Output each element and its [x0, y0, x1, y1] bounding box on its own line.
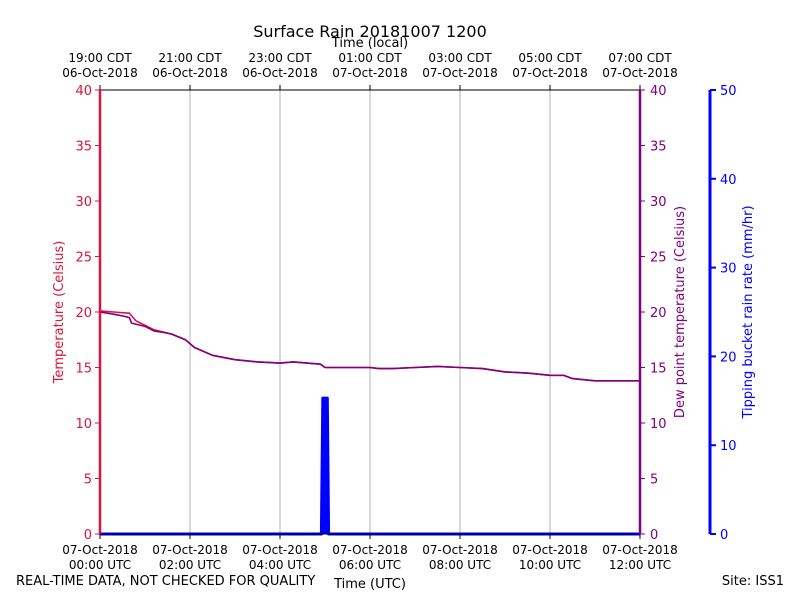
dewpoint-tick-label: 0: [650, 528, 658, 543]
top-axis-label: Time (local): [331, 36, 408, 51]
temperature-tick-label: 25: [75, 251, 92, 266]
dewpoint-tick-label: 30: [650, 195, 667, 210]
temperature-tick-label: 10: [75, 417, 92, 432]
top-tick-date: 06-Oct-2018: [152, 66, 228, 80]
rain-tick-label: 20: [720, 350, 737, 365]
bottom-tick-time: 02:00 UTC: [159, 558, 221, 572]
temperature-tick-label: 40: [75, 84, 92, 99]
top-tick-date: 07-Oct-2018: [602, 66, 678, 80]
top-tick-date: 07-Oct-2018: [512, 66, 588, 80]
bottom-tick-date: 07-Oct-2018: [242, 543, 318, 557]
bottom-tick-date: 07-Oct-2018: [152, 543, 228, 557]
bottom-tick-time: 06:00 UTC: [339, 558, 401, 572]
site-label: Site: ISS1: [721, 574, 784, 589]
temperature-tick-label: 5: [84, 473, 92, 488]
chart-title: Surface Rain 20181007 1200: [253, 22, 487, 41]
dewpoint-tick-label: 40: [650, 84, 667, 99]
tick-layer: 0 0 5 5 10 10 15 15 20 20 25 25 30 30 35 35 40 40 0 10 20 30 4…: [62, 51, 736, 572]
dewpoint-tick-label: 5: [650, 473, 658, 488]
dewpoint-tick-label: 25: [650, 251, 667, 266]
bottom-tick-date: 07-Oct-2018: [422, 543, 498, 557]
rain-tick-label: 0: [720, 528, 728, 543]
bottom-tick-time: 00:00 UTC: [69, 558, 131, 572]
rain-tick-label: 30: [720, 262, 737, 277]
dewpoint-line: [99, 311, 640, 382]
bottom-tick-date: 07-Oct-2018: [62, 543, 138, 557]
y-axis-label-rain: Tipping bucket rain rate (mm/hr): [741, 205, 756, 419]
top-tick-date: 06-Oct-2018: [242, 66, 318, 80]
y-axis-label-temperature: Temperature (Celsius): [52, 241, 67, 385]
bottom-tick-time: 10:00 UTC: [519, 558, 581, 572]
top-tick-time: 01:00 CDT: [338, 51, 402, 65]
temperature-tick-label: 30: [75, 195, 92, 210]
dewpoint-tick-label: 35: [650, 140, 667, 155]
plot-frame: [98, 89, 712, 535]
dewpoint-tick-label: 20: [650, 306, 667, 321]
temperature-tick-label: 0: [84, 528, 92, 543]
quality-note: REAL-TIME DATA, NOT CHECKED FOR QUALITY: [16, 574, 316, 589]
dewpoint-tick-label: 10: [650, 417, 667, 432]
rain-tick-label: 50: [720, 84, 737, 99]
y-axis-label-dewpoint: Dew point temperature (Celsius): [673, 206, 688, 418]
temperature-tick-label: 15: [75, 362, 92, 377]
top-tick-time: 05:00 CDT: [518, 51, 582, 65]
top-tick-date: 07-Oct-2018: [332, 66, 408, 80]
bottom-tick-time: 12:00 UTC: [609, 558, 671, 572]
top-tick-date: 06-Oct-2018: [62, 66, 138, 80]
grid-lines: [189, 90, 551, 534]
top-tick-time: 07:00 CDT: [608, 51, 672, 65]
temperature-tick-label: 35: [75, 140, 92, 155]
top-tick-time: 03:00 CDT: [428, 51, 492, 65]
top-tick-date: 07-Oct-2018: [422, 66, 498, 80]
temperature-tick-label: 20: [75, 306, 92, 321]
bottom-tick-date: 07-Oct-2018: [602, 543, 678, 557]
top-tick-time: 19:00 CDT: [68, 51, 132, 65]
rain-tick-label: 10: [720, 439, 737, 454]
bottom-tick-date: 07-Oct-2018: [512, 543, 588, 557]
rain-tick-label: 40: [720, 173, 737, 188]
x-axis-label: Time (UTC): [333, 577, 406, 592]
top-tick-time: 21:00 CDT: [158, 51, 222, 65]
bottom-tick-date: 07-Oct-2018: [332, 543, 408, 557]
dewpoint-tick-label: 15: [650, 362, 667, 377]
bottom-tick-time: 04:00 UTC: [249, 558, 311, 572]
bottom-tick-time: 08:00 UTC: [429, 558, 491, 572]
top-tick-time: 23:00 CDT: [248, 51, 312, 65]
